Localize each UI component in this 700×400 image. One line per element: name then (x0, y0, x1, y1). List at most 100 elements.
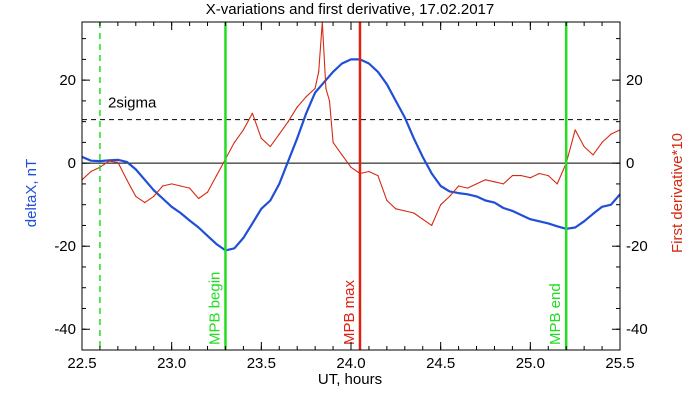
axes: 22.5 23.0 23.5 24.0 24.5 25.0 25.5 -40 -40 -20 -20… (54, 21, 648, 372)
deltax-point (189, 219, 191, 222)
derivative-point (153, 195, 155, 197)
deltax-point (511, 210, 513, 212)
derivative-point (287, 121, 289, 123)
y-tick-label-right: -20 (626, 238, 648, 255)
derivative-point (511, 175, 513, 177)
derivative-point (90, 170, 92, 173)
deltax-point (529, 218, 531, 220)
derivative-line (81, 21, 621, 226)
deltax-point (341, 62, 343, 65)
derivative-point (458, 185, 460, 187)
y-axis-left-label: deltaX, nT (23, 159, 40, 227)
deltax-point (556, 225, 558, 227)
deltax-point (242, 237, 244, 239)
derivative-point (502, 183, 505, 185)
deltax-point (404, 116, 406, 119)
derivative-point (180, 185, 182, 187)
derivative-point (466, 187, 469, 189)
deltax-point (583, 220, 585, 222)
deltax-point (458, 192, 460, 194)
derivative-point (601, 141, 603, 144)
derivative-point (314, 87, 316, 90)
derivative-point (197, 197, 200, 200)
y-tick-label-left: -20 (54, 238, 76, 255)
derivative-point (325, 87, 327, 90)
deltax-point (484, 199, 487, 202)
deltax-point (233, 247, 236, 249)
deltax-point (368, 62, 370, 65)
deltax-point (422, 156, 424, 158)
derivative-point (547, 175, 549, 177)
derivative-point (377, 175, 379, 177)
y-tick-label-left: 0 (68, 155, 76, 172)
deltax-point (323, 81, 325, 83)
deltax-point (475, 195, 478, 197)
sigma-label: 2sigma (108, 95, 157, 112)
deltax-point (162, 197, 164, 200)
y-tick-label-left: -40 (54, 321, 76, 338)
deltax-point (215, 243, 218, 245)
derivative-point (440, 204, 442, 206)
deltax-point (413, 137, 415, 139)
derivative-point (144, 202, 146, 204)
deltax-point (90, 160, 92, 162)
deltax-point (592, 213, 594, 215)
deltax-point (431, 172, 433, 175)
x-tick-label: 24.0 (336, 355, 365, 372)
marker-label: MPB begin (206, 272, 223, 345)
derivative-point (341, 154, 343, 156)
deltax-point (520, 214, 522, 216)
derivative-point (318, 71, 320, 73)
derivative-point (556, 183, 558, 185)
derivative-point (529, 177, 531, 179)
y-axis-right-label: First derivative*10 (669, 133, 686, 253)
deltax-point (117, 159, 119, 161)
deltax-point (251, 222, 253, 224)
derivative-point (395, 208, 397, 210)
deltax-point (269, 199, 271, 202)
x-tick-label: 23.0 (157, 355, 186, 372)
deltax-point (108, 159, 110, 161)
derivative-point (332, 141, 334, 144)
deltax-point (171, 206, 173, 208)
y-tick-label-right: 20 (626, 72, 643, 89)
derivative-point (233, 141, 236, 144)
x-tick-label: 25.5 (605, 355, 634, 372)
deltax-point (574, 226, 576, 229)
derivative-point (269, 145, 271, 148)
deltax-point (377, 71, 379, 73)
derivative-point (475, 183, 478, 185)
deltax-point (287, 160, 289, 162)
y-tick-label-right: -40 (626, 321, 648, 338)
derivative-point (350, 166, 352, 168)
deltax-point (332, 71, 334, 73)
deltax-point (260, 208, 262, 210)
derivative-point (117, 161, 119, 163)
deltax-point (493, 202, 496, 204)
marker-label: MPB max (341, 279, 358, 345)
deltax-point (126, 161, 128, 163)
derivative-point (538, 172, 540, 175)
deltax-point (449, 190, 451, 192)
derivative-point (328, 100, 331, 102)
deltax-point (153, 189, 155, 191)
y-tick-label-left: 20 (59, 72, 76, 89)
derivative-point (610, 133, 612, 135)
derivative-point (305, 96, 307, 98)
derivative-point (251, 112, 253, 114)
derivative-point (135, 195, 137, 197)
reference-lines: 2sigma (82, 95, 620, 164)
derivative-point (583, 145, 585, 148)
derivative-point (493, 181, 496, 183)
derivative-point (162, 185, 164, 187)
deltax-point (180, 212, 182, 214)
derivative-point (215, 175, 218, 177)
derivative-point (206, 191, 209, 193)
deltax-point (296, 137, 298, 139)
y-tick-label-right: 0 (626, 155, 634, 172)
deltax-point (278, 183, 280, 185)
chart-title: X-variations and first derivative, 17.02… (206, 1, 495, 18)
x-tick-label: 22.5 (67, 355, 96, 372)
